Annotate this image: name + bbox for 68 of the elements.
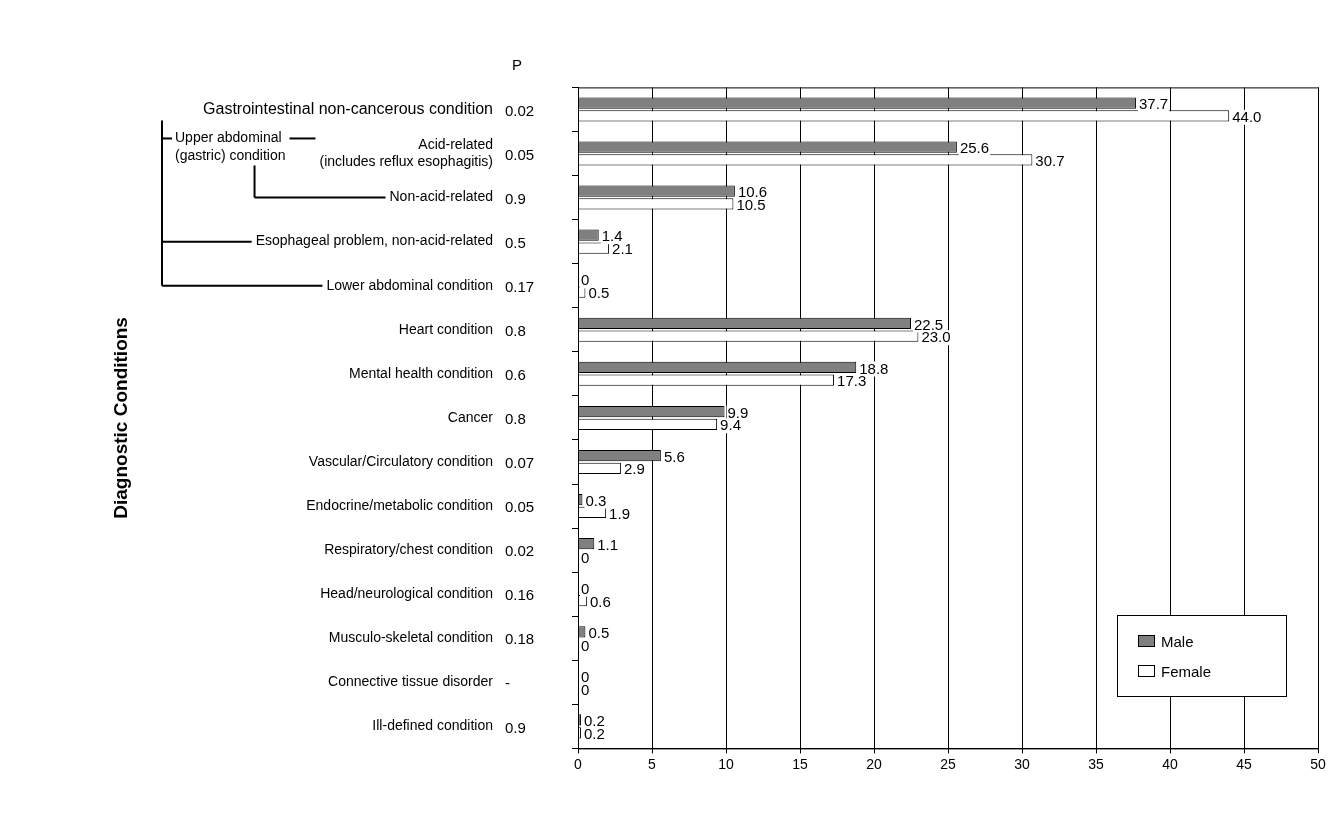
data-label: 1.9 <box>609 504 630 522</box>
data-label: 18.8 <box>859 359 889 377</box>
y-tick-label: Heart condition <box>398 320 493 337</box>
y-tick-label: Vascular/Circulatory condition <box>308 452 493 469</box>
text: 0.9 <box>505 718 526 736</box>
data-label: 0.3 <box>585 491 607 509</box>
data-label: 0 <box>581 548 590 566</box>
data-label: 0 <box>581 668 590 686</box>
text: - <box>505 674 510 692</box>
text: 0.17 <box>505 277 535 295</box>
y-tick-label: Respiratory/chest condition <box>324 540 493 557</box>
x-tick-label: 40 <box>1162 755 1178 772</box>
data-label: 25.6 <box>959 139 990 157</box>
data-label: 9.9 <box>727 403 749 421</box>
x-tick-label: 5 <box>648 755 657 772</box>
text: 0.5 <box>505 233 526 251</box>
y-tick-label: Musculo-skeletal condition <box>328 629 493 646</box>
text: P <box>511 55 523 73</box>
y-tick-label: Esophageal problem, non-acid-related <box>255 232 493 249</box>
y-axis-title: Diagnostic Conditions <box>109 317 131 519</box>
y-tick-label: Non-acid-related <box>389 188 493 205</box>
text: 0.02 <box>505 542 535 560</box>
x-tick-label: 45 <box>1236 755 1252 772</box>
y-tick-label: Endocrine/metabolic condition <box>306 496 493 513</box>
data-label: 44.0 <box>1232 107 1262 125</box>
y-tick-label: Acid-related (includes reflux esophagitis) <box>319 135 493 169</box>
text: 0.16 <box>505 586 535 604</box>
text: 0.9 <box>505 189 526 207</box>
y-tick-label: Mental health condition <box>349 364 493 381</box>
y-tick-label: Cancer <box>447 408 494 425</box>
data-label: 2.9 <box>623 460 645 478</box>
text: 0.05 <box>505 498 535 516</box>
y-tick-label: Gastrointestinal non-cancerous condition <box>203 99 493 117</box>
text: 0.8 <box>505 410 526 428</box>
text: 0.02 <box>505 101 535 119</box>
x-tick-label: 10 <box>718 755 734 772</box>
data-label: 0.6 <box>589 592 611 610</box>
legend: Male Female <box>1117 615 1287 698</box>
text: 0.6 <box>505 365 526 383</box>
text: Upper abdominal (gastric) condition <box>174 129 286 164</box>
data-label: 0 <box>581 636 590 654</box>
x-tick-label: 25 <box>940 755 956 772</box>
y-tick-label: Lower abdominal condition <box>326 276 493 293</box>
y-tick-label: Ill-defined condition <box>372 717 493 734</box>
data-label: 1.1 <box>597 535 619 553</box>
x-tick-label: 35 <box>1088 755 1104 772</box>
text: 0.05 <box>505 145 535 163</box>
data-label: 30.7 <box>1035 152 1065 170</box>
y-tick-label: Connective tissue disorder <box>328 673 494 690</box>
x-tick-label: 0 <box>574 755 583 772</box>
data-label: 0 <box>581 579 590 597</box>
data-label: 1.4 <box>601 227 623 245</box>
data-label: 0.2 <box>583 712 605 730</box>
data-label: 0 <box>581 271 590 289</box>
data-label: 5.6 <box>663 447 685 465</box>
text: 0.18 <box>505 630 535 648</box>
data-label: 0.5 <box>588 623 610 641</box>
text: 0.07 <box>505 454 535 472</box>
x-tick-label: 30 <box>1014 755 1030 772</box>
x-tick-label: 20 <box>866 755 882 772</box>
x-tick-label: 50 <box>1310 755 1326 772</box>
text: 0.8 <box>505 321 526 339</box>
data-label: 22.5 <box>914 315 944 333</box>
y-tick-label: Head/neurological condition <box>320 585 493 602</box>
data-label: 0.5 <box>588 284 610 302</box>
legend-label: Male <box>1161 632 1194 650</box>
x-tick-label: 15 <box>792 755 808 772</box>
data-label: 37.7 <box>1138 95 1169 113</box>
